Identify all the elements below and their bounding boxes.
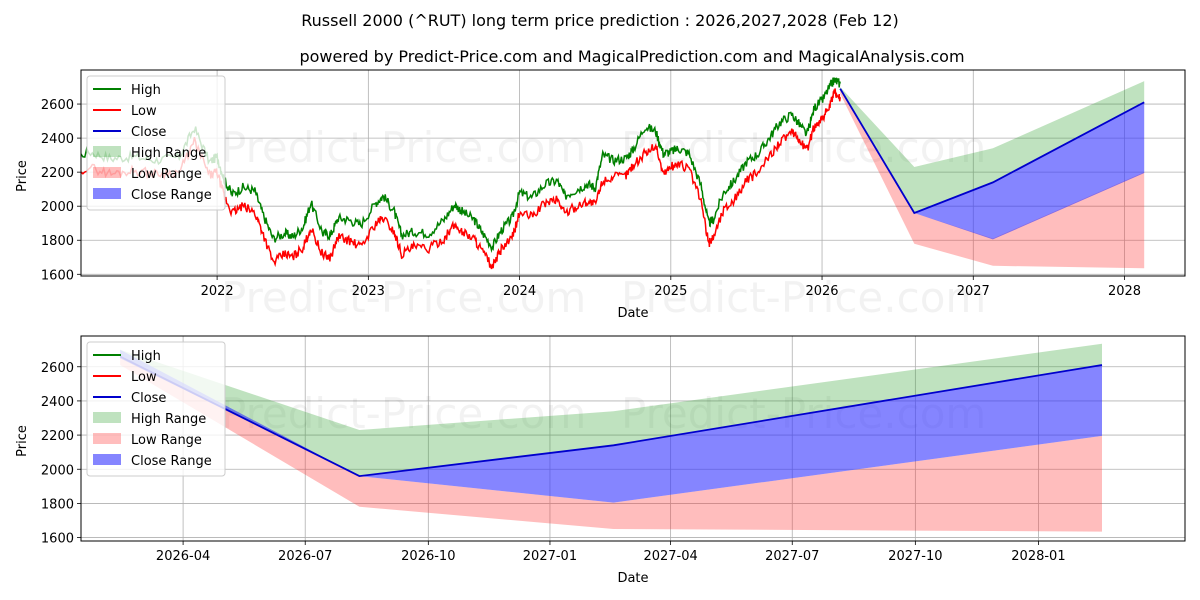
axes-frame — [80, 69, 1186, 277]
legend-label: High Range — [131, 146, 206, 161]
x-tick-label: 2026-04 — [156, 549, 210, 564]
x-tick-label: 2026-10 — [401, 549, 455, 564]
y-axis-label: Price — [15, 425, 30, 457]
x-tick-label: 2027-07 — [765, 549, 819, 564]
legend-swatch-patch — [93, 146, 121, 157]
x-tick-label: 2027-04 — [643, 549, 697, 564]
y-tick-label: 1600 — [41, 268, 74, 283]
legend-label: High Range — [131, 412, 206, 427]
legend-swatch-patch — [93, 433, 121, 444]
close-range-band — [840, 88, 1145, 240]
y-tick-label: 2400 — [41, 395, 74, 410]
y-tick-label: 1800 — [41, 497, 74, 512]
chart-subtitle: powered by Predict-Price.com and Magical… — [299, 47, 964, 66]
watermark-text: Predict-Price.com — [221, 389, 586, 438]
low-range-band — [120, 356, 1103, 532]
watermark-text: Predict-Price.com — [621, 273, 986, 322]
y-tick-label: 2600 — [41, 361, 74, 376]
high-range-band — [120, 343, 1103, 477]
legend-swatch-patch — [93, 167, 121, 178]
y-tick-label: 2000 — [41, 463, 74, 478]
watermark-text: Predict-Price.com — [221, 273, 586, 322]
y-tick-label: 1600 — [41, 532, 74, 547]
legend-label: High — [131, 349, 161, 364]
x-tick-label: 2028 — [1108, 284, 1141, 299]
y-tick-label: 2200 — [41, 429, 74, 444]
chart-title: Russell 2000 (^RUT) long term price pred… — [301, 11, 899, 30]
x-tick-label: 2028-01 — [1011, 549, 1065, 564]
x-tick-label: 2027-01 — [523, 549, 577, 564]
y-tick-label: 2600 — [41, 98, 74, 113]
legend-label: Low Range — [131, 167, 202, 182]
legend-label: High — [131, 83, 161, 98]
close-line — [119, 355, 1103, 478]
high-range-band — [840, 81, 1145, 213]
plot-area — [119, 343, 1103, 532]
legend-swatch-patch — [93, 454, 121, 465]
x-tick-label: 2027-10 — [888, 549, 942, 564]
legend-swatch-patch — [93, 188, 121, 199]
legend-box — [86, 341, 226, 477]
legend-label: Close Range — [131, 188, 212, 203]
legend-label: Low — [131, 370, 157, 385]
legend: High Low Close High Range Low Range Close Ran… — [86, 75, 226, 211]
legend: High Low Close High Range Low Range Close Ran… — [86, 341, 226, 477]
watermark-text: Predict-Price.com — [221, 123, 586, 172]
low-range-band — [840, 88, 1145, 269]
y-tick-label: 2000 — [41, 200, 74, 215]
y-tick-label: 1800 — [41, 234, 74, 249]
legend-label: Low Range — [131, 433, 202, 448]
axes-frame — [80, 335, 1186, 542]
legend-box — [86, 75, 226, 211]
y-axis-label: Price — [15, 160, 30, 192]
high-line — [81, 76, 841, 253]
low-line — [81, 88, 841, 270]
bottom-panel: 2026-04 2026-07 2026-10 2027-01 2027-04 2027-… — [15, 335, 1186, 586]
top-panel: 2022 2023 2024 2025 2026 2027 2028 1600 1800 2000… — [15, 69, 1186, 322]
x-axis-label: Date — [617, 306, 648, 321]
legend-label: Close — [131, 391, 166, 406]
x-tick-label: 2025 — [654, 284, 687, 299]
plot-area — [81, 76, 1145, 270]
legend-label: Close — [131, 125, 166, 140]
y-tick-label: 2400 — [41, 132, 74, 147]
x-tick-label: 2023 — [352, 284, 385, 299]
legend-label: Low — [131, 104, 157, 119]
close-range-band — [120, 349, 1103, 503]
x-tick-label: 2026 — [805, 284, 838, 299]
close-line — [839, 88, 1145, 215]
x-tick-label: 2027 — [957, 284, 990, 299]
x-tick-label: 2026-07 — [278, 549, 332, 564]
x-tick-label: 2022 — [201, 284, 234, 299]
x-axis-label: Date — [617, 571, 648, 586]
x-tick-label: 2024 — [503, 284, 536, 299]
y-tick-label: 2200 — [41, 166, 74, 181]
legend-swatch-patch — [93, 412, 121, 423]
legend-label: Close Range — [131, 454, 212, 469]
